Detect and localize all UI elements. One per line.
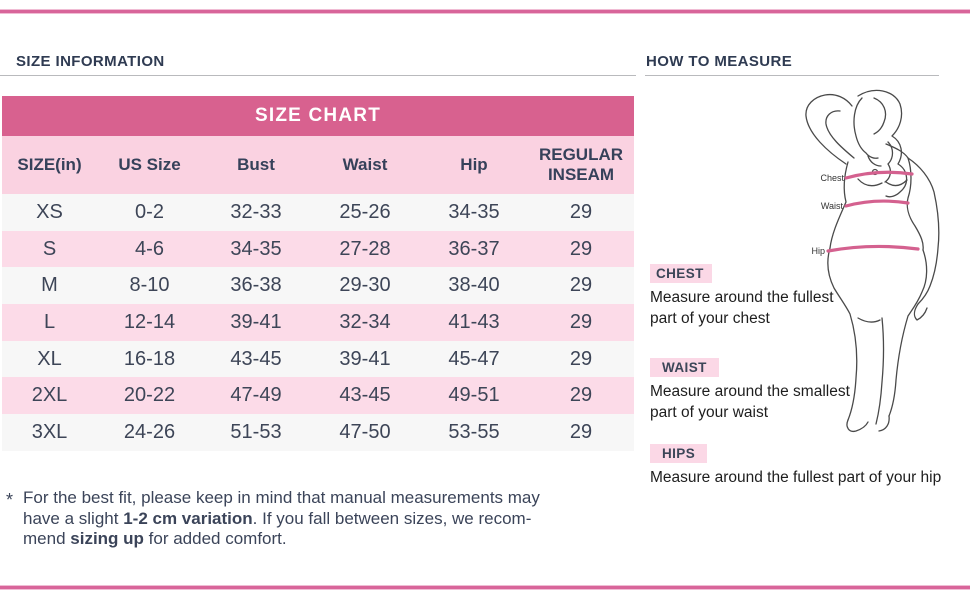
size-chart-table: SIZE(in) US Size Bust Waist Hip REGULAR INSEA…: [2, 136, 634, 451]
chest-band-label: Chest: [820, 173, 844, 183]
table-cell: 29: [569, 237, 593, 260]
waist-label: WAIST: [650, 358, 719, 377]
table-cell: 41-43: [448, 310, 500, 333]
waist-band: [844, 199, 910, 208]
column-header-2: Bust: [237, 154, 275, 174]
table-row: M 8-10 36-38 29-30 38-40 29: [2, 267, 634, 305]
table-cell: 47-50: [339, 420, 391, 443]
column-header-4: Hip: [460, 154, 488, 174]
column-header-0: SIZE(in): [17, 154, 82, 174]
hip-band: [826, 244, 920, 253]
table-cell: 36-37: [448, 237, 500, 260]
table-row: XS 0-2 32-33 25-26 34-35 29: [2, 194, 634, 231]
table-cell: 29: [569, 274, 593, 297]
table-cell: 8-10: [129, 274, 170, 297]
table-cell: 32-33: [230, 200, 282, 223]
table-cell: 34-35: [448, 200, 500, 223]
table-cell: XS: [36, 200, 63, 223]
table-row: L 12-14 39-41 32-34 41-43 29: [2, 304, 634, 341]
table-cell: 29: [569, 384, 593, 407]
chest-label: CHEST: [650, 264, 712, 283]
how-to-measure-heading: HOW TO MEASURE: [646, 53, 793, 70]
column-header-1: US Size: [118, 154, 181, 174]
table-cell: 16-18: [123, 347, 176, 370]
table-cell: 51-53: [230, 420, 282, 443]
size-information-heading: SIZE INFORMATION: [16, 53, 165, 70]
column-header-3: Waist: [342, 154, 388, 174]
table-cell: 4-6: [135, 237, 164, 260]
table-cell: 29-30: [339, 274, 391, 297]
table-row: S 4-6 34-35 27-28 36-37 29: [2, 230, 634, 268]
table-row: 3XL 24-26 51-53 47-50 53-55 29: [2, 414, 634, 451]
table-cell: 36-38: [230, 274, 282, 297]
bottom-divider: [0, 586, 970, 589]
table-cell: 43-45: [339, 384, 391, 407]
table-cell: 20-22: [123, 384, 176, 407]
table-cell: 43-45: [230, 347, 282, 370]
table-cell: 12-14: [123, 310, 176, 333]
table-cell: XL: [37, 347, 62, 370]
table-cell: 45-47: [448, 347, 500, 370]
waist-measure-block: WAIST Measure around the smallest part o…: [650, 358, 865, 424]
table-cell: 24-26: [123, 420, 176, 443]
measurement-figure-illustration: Chest Waist Hip: [805, 89, 940, 433]
table-cell: 34-35: [230, 237, 282, 260]
table-cell: 25-26: [339, 200, 391, 223]
table-cell: 0-2: [135, 200, 164, 223]
table-row: 2XL 20-22 47-49 43-45 49-51 29: [2, 377, 634, 415]
waist-instruction: Measure around the smallest part of your…: [650, 383, 850, 422]
size-chart-section: SIZE CHART SIZE(in) US Size Bust Waist Hip RE…: [2, 96, 634, 451]
table-cell: 47-49: [230, 384, 282, 407]
size-chart-banner: SIZE CHART: [2, 96, 634, 136]
table-cell: 29: [569, 420, 593, 443]
chest-instruction: Measure around the fullest part of your …: [650, 289, 834, 328]
table-cell: 39-41: [339, 347, 391, 370]
table-row: XL 16-18 43-45 39-41 45-47 29: [2, 340, 634, 378]
how-to-measure-underline: [645, 75, 939, 76]
hips-instruction: Measure around the fullest part of your …: [650, 469, 942, 486]
hips-label: HIPS: [650, 444, 708, 463]
top-divider: [0, 10, 970, 13]
hip-band-label: Hip: [811, 246, 825, 256]
table-cell: L: [43, 310, 56, 333]
footnote-asterisk: *: [6, 490, 14, 510]
table-cell: 3XL: [31, 420, 68, 443]
chest-measure-block: CHEST Measure around the fullest part of…: [650, 264, 860, 330]
size-chart-header-row: SIZE(in) US Size Bust Waist Hip REGULAR INSEA…: [2, 136, 634, 194]
chest-band: [844, 170, 914, 180]
table-cell: 2XL: [31, 384, 68, 407]
table-cell: 38-40: [448, 274, 500, 297]
table-cell: 27-28: [339, 237, 391, 260]
table-cell: 29: [569, 347, 593, 370]
column-header-5: REGULAR INSEAM: [538, 144, 624, 184]
table-cell: 32-34: [339, 310, 391, 333]
table-cell: M: [41, 274, 58, 297]
table-cell: 53-55: [448, 420, 500, 443]
fit-footnote: * For the best fit, please keep in mind …: [6, 488, 566, 550]
footnote-text: For the best fit, please keep in mind th…: [23, 488, 540, 549]
waist-band-label: Waist: [821, 201, 844, 211]
size-information-underline: [0, 75, 636, 76]
table-cell: 49-51: [448, 384, 500, 407]
table-cell: 39-41: [230, 310, 282, 333]
table-cell: 29: [569, 200, 593, 223]
hips-measure-block: HIPS Measure around the fullest part of …: [650, 444, 970, 488]
table-cell: S: [42, 237, 57, 260]
table-cell: 29: [569, 310, 593, 333]
